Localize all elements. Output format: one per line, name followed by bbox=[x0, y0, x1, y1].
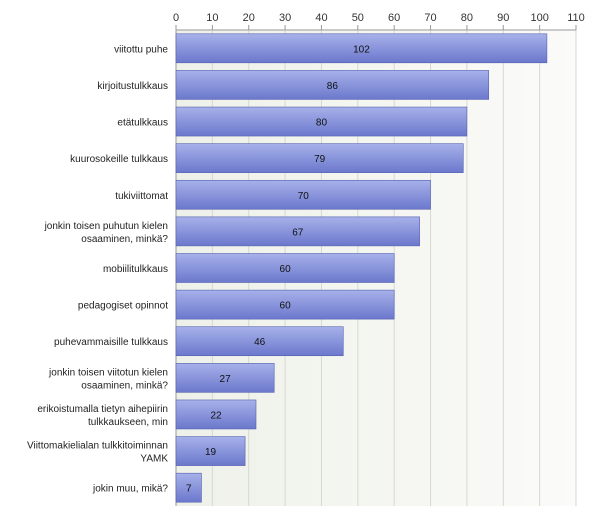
tick-label: 70 bbox=[424, 12, 436, 24]
category-label-line: kuurosokeille tulkkaus bbox=[70, 154, 168, 165]
bar bbox=[175, 436, 246, 466]
bar bbox=[175, 33, 548, 64]
bar bbox=[175, 253, 395, 283]
category-label: kirjoitustulkkaus bbox=[97, 81, 168, 92]
category-label: erikoistumalla tietyn aihepiirin tulkkauk… bbox=[37, 404, 168, 428]
category-label-line: jokin muu, mikä? bbox=[92, 484, 168, 495]
category-label-line: pedagogiset opinnot bbox=[78, 301, 168, 312]
tick-label: 100 bbox=[530, 12, 548, 24]
tick-label: 40 bbox=[315, 12, 327, 24]
category-label-line: mobiilitulkkaus bbox=[103, 264, 168, 275]
tick-label: 90 bbox=[497, 12, 509, 24]
category-label-line: viitottu puhe bbox=[114, 44, 168, 55]
bar bbox=[175, 143, 464, 173]
category-label-line: jonkin toisen puhutun kielen bbox=[44, 221, 168, 232]
category-label: Viittomakielialan tulkkitoiminnan YAMK bbox=[27, 441, 168, 465]
tick-label: 30 bbox=[279, 12, 291, 24]
category-label-line: etätulkkaus bbox=[117, 118, 168, 129]
tick-label: 80 bbox=[461, 12, 473, 24]
category-labels: viitottu puhe kirjoitustulkkaus etätulkkau… bbox=[27, 44, 168, 494]
category-label-line: osaaminen, minkä? bbox=[81, 234, 168, 245]
category-label-line: YAMK bbox=[140, 454, 168, 465]
data-label: 79 bbox=[314, 154, 326, 165]
data-label: 80 bbox=[316, 118, 328, 129]
category-label-line: jonkin toisen viitotun kielen bbox=[48, 367, 168, 378]
tick-label: 0 bbox=[173, 12, 179, 24]
tick-label: 110 bbox=[567, 12, 585, 24]
bar bbox=[175, 289, 395, 320]
category-label-line: tulkkaukseen, min bbox=[88, 417, 168, 428]
bar bbox=[175, 472, 202, 503]
data-label: 67 bbox=[292, 227, 304, 238]
data-label: 22 bbox=[210, 410, 222, 421]
bar bbox=[175, 106, 468, 137]
data-label: 46 bbox=[254, 337, 266, 348]
category-label-line: erikoistumalla tietyn aihepiirin bbox=[37, 404, 168, 415]
data-label: 60 bbox=[280, 301, 292, 312]
category-label: mobiilitulkkaus bbox=[103, 264, 168, 275]
bars: 102 86 80 79 70 67 60 60 46 27 22 19 7 bbox=[175, 33, 548, 503]
bar bbox=[175, 179, 431, 210]
tick-label: 50 bbox=[352, 12, 364, 24]
category-label: kuurosokeille tulkkaus bbox=[70, 154, 168, 165]
data-label: 19 bbox=[205, 447, 217, 458]
category-label: etätulkkaus bbox=[117, 118, 168, 129]
category-label-line: tukiviittomat bbox=[115, 191, 168, 202]
data-label: 86 bbox=[327, 81, 339, 92]
bar bbox=[175, 70, 490, 100]
tick-label: 60 bbox=[388, 12, 400, 24]
category-label-line: Viittomakielialan tulkkitoiminnan bbox=[27, 441, 168, 452]
bar bbox=[175, 363, 275, 393]
bar bbox=[175, 326, 344, 357]
category-label-line: puhevammaisille tulkkaus bbox=[54, 337, 168, 348]
data-label: 27 bbox=[220, 374, 232, 385]
data-label: 7 bbox=[186, 484, 192, 495]
category-label: jokin muu, mikä? bbox=[92, 484, 168, 495]
bar bbox=[175, 216, 420, 247]
category-label: pedagogiset opinnot bbox=[78, 301, 168, 312]
tick-label: 10 bbox=[206, 12, 218, 24]
category-label-line: kirjoitustulkkaus bbox=[97, 81, 168, 92]
bar bbox=[175, 399, 257, 430]
category-label-line: osaaminen, minkä? bbox=[81, 380, 168, 391]
data-label: 60 bbox=[280, 264, 292, 275]
category-label: tukiviittomat bbox=[115, 191, 168, 202]
data-label: 70 bbox=[298, 191, 310, 202]
tick-label: 20 bbox=[243, 12, 255, 24]
data-label: 102 bbox=[353, 44, 370, 55]
category-label: viitottu puhe bbox=[114, 44, 168, 55]
category-label: jonkin toisen viitotun kielen osaaminen, … bbox=[48, 367, 168, 391]
category-label: puhevammaisille tulkkaus bbox=[54, 337, 168, 348]
category-label: jonkin toisen puhutun kielen osaaminen, m… bbox=[44, 221, 169, 245]
